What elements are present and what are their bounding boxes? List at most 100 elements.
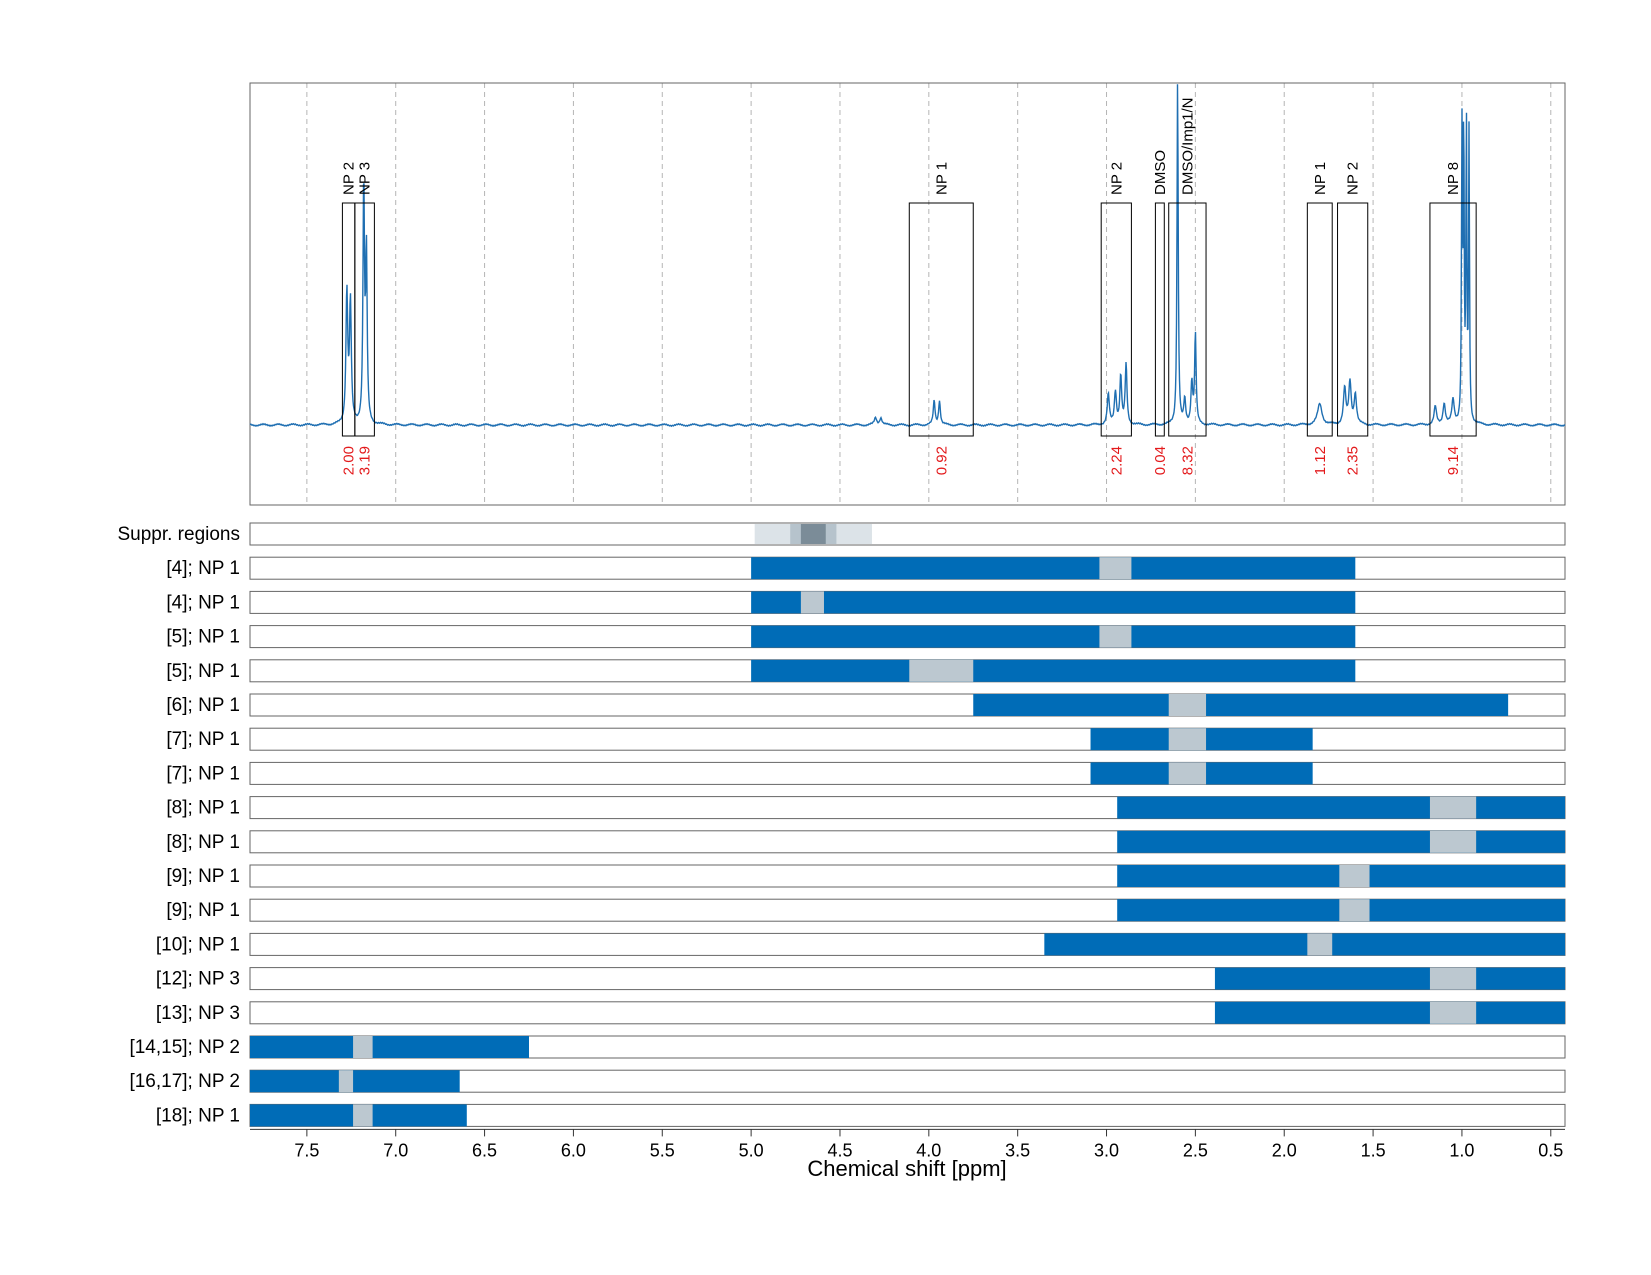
region-rows: [4]; NP 1 [4]; NP 1 [5]; NP 1 [5]; NP 1 [6];… — [129, 556, 1566, 1127]
region-row: [12]; NP 3 — [156, 967, 1566, 991]
integral-box-frame — [354, 202, 375, 437]
region-row-label: [8]; NP 1 — [166, 798, 240, 819]
excluded-segment — [1429, 830, 1477, 853]
integral-box-label: NP 1 — [1312, 162, 1329, 195]
region-row: [4]; NP 1 — [166, 590, 1566, 614]
excluded-segment — [1429, 1001, 1477, 1024]
integral-value-label: 9.14 — [1445, 446, 1462, 475]
region-bar — [1117, 796, 1565, 819]
region-bar — [1214, 967, 1565, 990]
suppression-row: Suppr. regions — [117, 522, 1566, 546]
region-bar — [751, 557, 1356, 580]
region-row-label: [5]; NP 1 — [166, 661, 240, 682]
integral-value-label: 8.32 — [1179, 446, 1196, 475]
integral-box-label: NP 2 — [1108, 162, 1125, 195]
region-row-label: [16,17]; NP 2 — [129, 1071, 240, 1092]
region-row: [5]; NP 1 — [166, 625, 1566, 649]
integral-value-label: 2.35 — [1345, 446, 1362, 475]
region-row-label: [4]; NP 1 — [166, 592, 240, 613]
excluded-segment — [353, 1036, 373, 1058]
x-tick-label: 5.5 — [650, 1140, 675, 1160]
excluded-segment — [800, 591, 824, 614]
integral-box-frame — [908, 202, 974, 437]
excluded-segment — [1429, 967, 1477, 990]
x-tick-label: 1.0 — [1449, 1140, 1474, 1160]
x-tick-label: 6.5 — [472, 1140, 497, 1160]
region-row-label: [14,15]; NP 2 — [129, 1037, 240, 1058]
region-row: [14,15]; NP 2 — [129, 1035, 1566, 1059]
excluded-segment — [1168, 694, 1207, 716]
integral-box-label: NP 1 — [933, 162, 950, 195]
spectrum-frame — [249, 82, 1566, 506]
region-bar — [751, 625, 1356, 648]
region-bar — [250, 1070, 460, 1093]
excluded-segment — [1429, 796, 1477, 819]
region-row: [9]; NP 1 — [166, 864, 1566, 888]
excluded-segment — [1099, 557, 1132, 580]
integral-value-label: 1.12 — [1312, 446, 1329, 475]
region-row-label: [4]; NP 1 — [166, 558, 240, 579]
excluded-segment — [1339, 899, 1370, 922]
region-row-label: [18]; NP 1 — [156, 1105, 240, 1126]
excluded-segment — [1099, 625, 1132, 648]
region-bar — [1214, 1001, 1565, 1024]
x-tick-label: 5.0 — [739, 1140, 764, 1160]
region-row: [4]; NP 1 — [166, 556, 1566, 580]
region-row-label: [9]; NP 1 — [166, 866, 240, 887]
region-row: [8]; NP 1 — [166, 830, 1566, 854]
integral-box: NP 8 9.14 — [1429, 162, 1477, 475]
region-row-frame — [249, 761, 1566, 785]
suppression-row-frame — [249, 522, 1566, 546]
x-tick-label: 4.5 — [827, 1140, 852, 1160]
region-row-label: [6]; NP 1 — [166, 695, 240, 716]
integral-value-label: 2.00 — [341, 446, 358, 475]
integral-value-label: 3.19 — [357, 446, 374, 475]
excluded-segment — [338, 1070, 354, 1093]
region-row: [7]; NP 1 — [166, 761, 1566, 785]
region-bar — [250, 1036, 529, 1058]
integral-box-label: NP 2 — [1345, 162, 1362, 195]
region-bar — [751, 659, 1356, 682]
integral-value-label: 0.92 — [933, 446, 950, 475]
integral-box-frame — [1154, 202, 1165, 437]
region-row-label: [5]; NP 1 — [166, 627, 240, 648]
region-row: [9]; NP 1 — [166, 898, 1566, 922]
region-bar — [751, 591, 1356, 614]
region-row: [16,17]; NP 2 — [129, 1069, 1566, 1093]
excluded-segment — [1168, 762, 1207, 785]
vertical-gridlines — [306, 83, 1552, 505]
integral-box-label: NP 2 — [341, 162, 358, 195]
integral-value-label: 2.24 — [1108, 446, 1125, 475]
integral-box-frame — [1429, 202, 1477, 437]
region-row: [13]; NP 3 — [156, 1001, 1566, 1025]
integral-box-label: NP 3 — [357, 162, 374, 195]
excluded-segment — [909, 659, 974, 682]
x-tick-label: 0.5 — [1538, 1140, 1563, 1160]
integral-box-frame — [1306, 202, 1333, 437]
region-row: [18]; NP 1 — [156, 1103, 1566, 1127]
region-row-label: [9]; NP 1 — [166, 900, 240, 921]
integral-boxes: NP 2 2.00 NP 3 3.19 NP 1 0.92 NP 2 2.24 DMSO 0.04… — [341, 97, 1477, 475]
region-row: [8]; NP 1 — [166, 796, 1566, 820]
x-tick-label: 2.0 — [1272, 1140, 1297, 1160]
integral-box-label: DMSO — [1152, 150, 1169, 195]
suppression-band — [800, 524, 826, 544]
region-row-label: [8]; NP 1 — [166, 832, 240, 853]
spectrum-trace — [249, 84, 1566, 428]
region-row-label: [7]; NP 1 — [166, 729, 240, 750]
region-row: [5]; NP 1 — [166, 659, 1566, 683]
region-bar — [1044, 933, 1565, 956]
excluded-segment — [353, 1104, 373, 1127]
x-tick-label: 2.5 — [1183, 1140, 1208, 1160]
suppression-row-label: Suppr. regions — [117, 524, 240, 545]
integral-box: DMSO/Imp1/N 8.32 — [1168, 97, 1207, 475]
excluded-segment — [1339, 865, 1370, 887]
integral-box-frame — [1337, 202, 1369, 437]
x-tick-label: 4.0 — [916, 1140, 941, 1160]
integral-box: DMSO 0.04 — [1152, 150, 1169, 475]
region-row: [7]; NP 1 — [166, 727, 1566, 751]
x-axis-label: Chemical shift [ppm] — [807, 1156, 1006, 1181]
excluded-segment — [1307, 933, 1333, 956]
integral-box: NP 3 3.19 — [354, 162, 375, 475]
